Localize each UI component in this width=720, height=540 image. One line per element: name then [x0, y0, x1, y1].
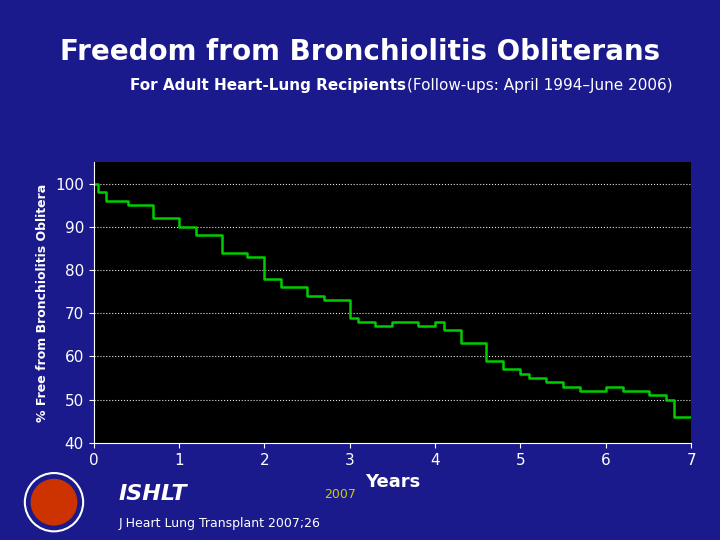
Text: J Heart Lung Transplant 2007;26: J Heart Lung Transplant 2007;26 — [119, 517, 320, 530]
Text: For Adult Heart-Lung Recipients: For Adult Heart-Lung Recipients — [130, 78, 411, 93]
Y-axis label: % Free from Bronchiolitis Oblitera: % Free from Bronchiolitis Oblitera — [37, 183, 50, 422]
Text: Freedom from Bronchiolitis Obliterans: Freedom from Bronchiolitis Obliterans — [60, 38, 660, 66]
Circle shape — [32, 480, 76, 525]
Text: (Follow-ups: April 1994–June 2006): (Follow-ups: April 1994–June 2006) — [407, 78, 672, 93]
Text: ISHLT: ISHLT — [119, 484, 187, 504]
Text: 2007: 2007 — [324, 488, 356, 501]
X-axis label: Years: Years — [365, 473, 420, 491]
